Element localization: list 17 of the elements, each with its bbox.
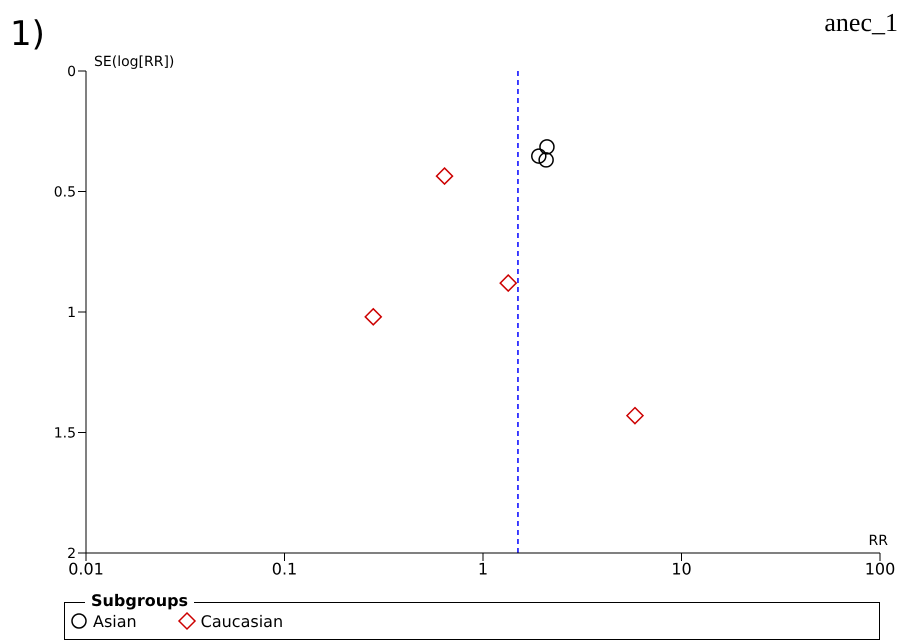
- y-tick-label: 0: [67, 64, 76, 80]
- text: 1): [10, 14, 45, 54]
- legend-label: Asian: [93, 612, 137, 630]
- y-tick-label: 1: [67, 304, 76, 321]
- legend-label: Caucasian: [200, 612, 284, 630]
- y-tick-label: 1.5: [54, 425, 76, 442]
- x-tick-label: 0.1: [272, 559, 298, 578]
- legend-title: Subgroups: [85, 591, 194, 611]
- x-tick-label: 100: [864, 559, 896, 578]
- x-tick-label: 1: [478, 559, 488, 578]
- text: anec_1: [824, 8, 898, 38]
- y-tick-label: 0.5: [54, 184, 76, 200]
- x-axis-title: RR: [868, 533, 888, 549]
- y-tick-label: 2: [67, 546, 76, 562]
- x-tick-label: 10: [671, 559, 692, 578]
- y-axis-title: SE(log[RR]): [94, 54, 174, 70]
- x-tick-label: 0.01: [68, 559, 104, 578]
